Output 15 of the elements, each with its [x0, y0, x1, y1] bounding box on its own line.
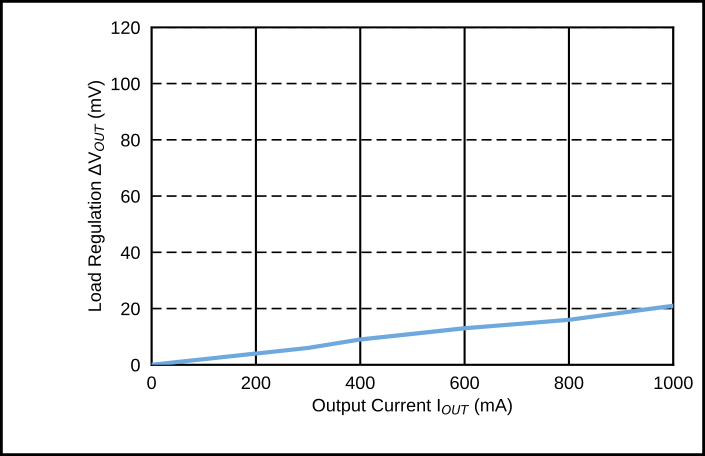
- x-tick-label: 800: [554, 376, 584, 390]
- x-tick-label: 400: [346, 376, 375, 390]
- y-tick-label: 0: [131, 358, 140, 372]
- x-tick-label: 200: [242, 376, 270, 390]
- y-tick-label: 60: [121, 190, 140, 203]
- x-tick-label: 0: [147, 376, 156, 390]
- x-tick-label: 1000: [654, 376, 693, 390]
- y-tick-label: 20: [121, 302, 140, 316]
- y-tick-label: 40: [120, 246, 140, 260]
- x-axis-title: Output Current I$_{OUT}$ (mA): [312, 398, 512, 416]
- y-axis-title: Load Regulation ΔV$_{OUT}$ (mV): [88, 81, 105, 311]
- y-tick-label: 120: [112, 21, 140, 34]
- y-tick-label: 80: [121, 134, 140, 147]
- y-tick-label: 100: [112, 78, 140, 90]
- x-tick-label: 600: [450, 376, 479, 390]
